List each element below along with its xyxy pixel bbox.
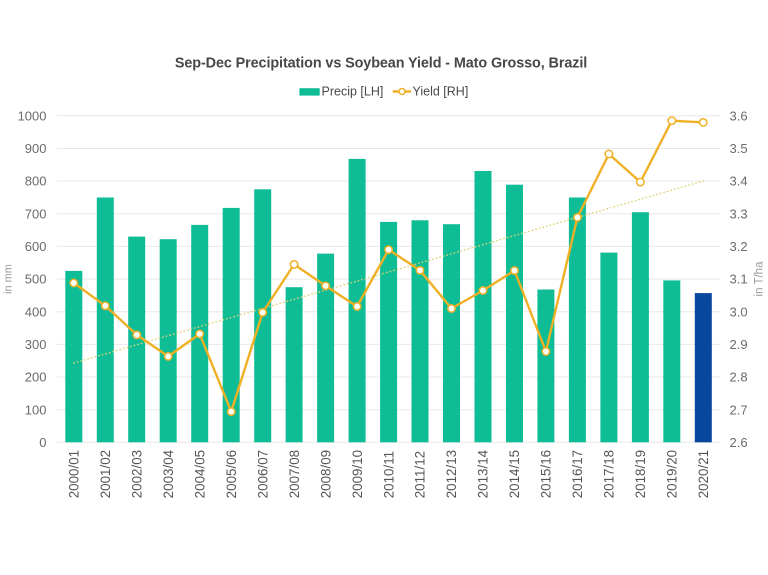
svg-text:100: 100	[25, 402, 47, 417]
svg-text:2020/21: 2020/21	[696, 450, 711, 498]
svg-text:2008/09: 2008/09	[318, 450, 333, 498]
svg-text:3.3: 3.3	[730, 206, 748, 221]
svg-text:3.1: 3.1	[730, 272, 748, 287]
svg-text:200: 200	[25, 370, 47, 385]
svg-text:in mm: in mm	[2, 264, 14, 294]
svg-text:3.5: 3.5	[730, 141, 748, 156]
svg-text:800: 800	[25, 174, 47, 189]
svg-text:1000: 1000	[18, 108, 47, 123]
svg-text:2011/12: 2011/12	[413, 451, 428, 498]
svg-text:2009/10: 2009/10	[350, 450, 365, 498]
svg-text:2010/11: 2010/11	[381, 451, 396, 498]
svg-text:400: 400	[25, 304, 47, 319]
svg-text:2001/02: 2001/02	[98, 450, 113, 498]
svg-text:0: 0	[39, 435, 46, 450]
svg-text:3.6: 3.6	[730, 108, 748, 123]
svg-text:300: 300	[25, 337, 47, 352]
svg-text:2014/15: 2014/15	[507, 450, 522, 498]
svg-text:2017/18: 2017/18	[602, 450, 617, 498]
svg-text:2.8: 2.8	[730, 370, 748, 385]
svg-text:2.9: 2.9	[730, 337, 748, 352]
svg-text:3.4: 3.4	[730, 174, 748, 189]
svg-text:600: 600	[25, 239, 47, 254]
svg-text:2016/17: 2016/17	[570, 450, 585, 498]
svg-text:2012/13: 2012/13	[444, 450, 459, 498]
svg-text:in T/ha: in T/ha	[754, 261, 766, 297]
svg-text:Yield [RH]: Yield [RH]	[413, 85, 469, 99]
svg-text:2.6: 2.6	[730, 435, 748, 450]
svg-text:Sep-Dec Precipitation vs Soybe: Sep-Dec Precipitation vs Soybean Yield -…	[175, 56, 587, 72]
svg-text:2018/19: 2018/19	[633, 450, 648, 498]
svg-text:2004/05: 2004/05	[192, 450, 207, 498]
svg-text:2015/16: 2015/16	[539, 450, 554, 498]
svg-text:700: 700	[25, 206, 47, 221]
svg-text:2000/01: 2000/01	[67, 450, 82, 498]
svg-text:3.0: 3.0	[730, 304, 748, 319]
svg-text:2005/06: 2005/06	[224, 450, 239, 498]
svg-text:2006/07: 2006/07	[255, 450, 270, 498]
svg-text:500: 500	[25, 272, 47, 287]
svg-text:2002/03: 2002/03	[130, 450, 145, 498]
svg-text:2003/04: 2003/04	[161, 449, 176, 498]
svg-text:2.7: 2.7	[730, 402, 748, 417]
svg-text:3.2: 3.2	[730, 239, 748, 254]
svg-text:2013/14: 2013/14	[476, 449, 491, 498]
svg-text:2019/20: 2019/20	[665, 450, 680, 498]
svg-text:Precip [LH]: Precip [LH]	[322, 85, 384, 99]
svg-text:900: 900	[25, 141, 47, 156]
svg-text:2007/08: 2007/08	[287, 450, 302, 498]
